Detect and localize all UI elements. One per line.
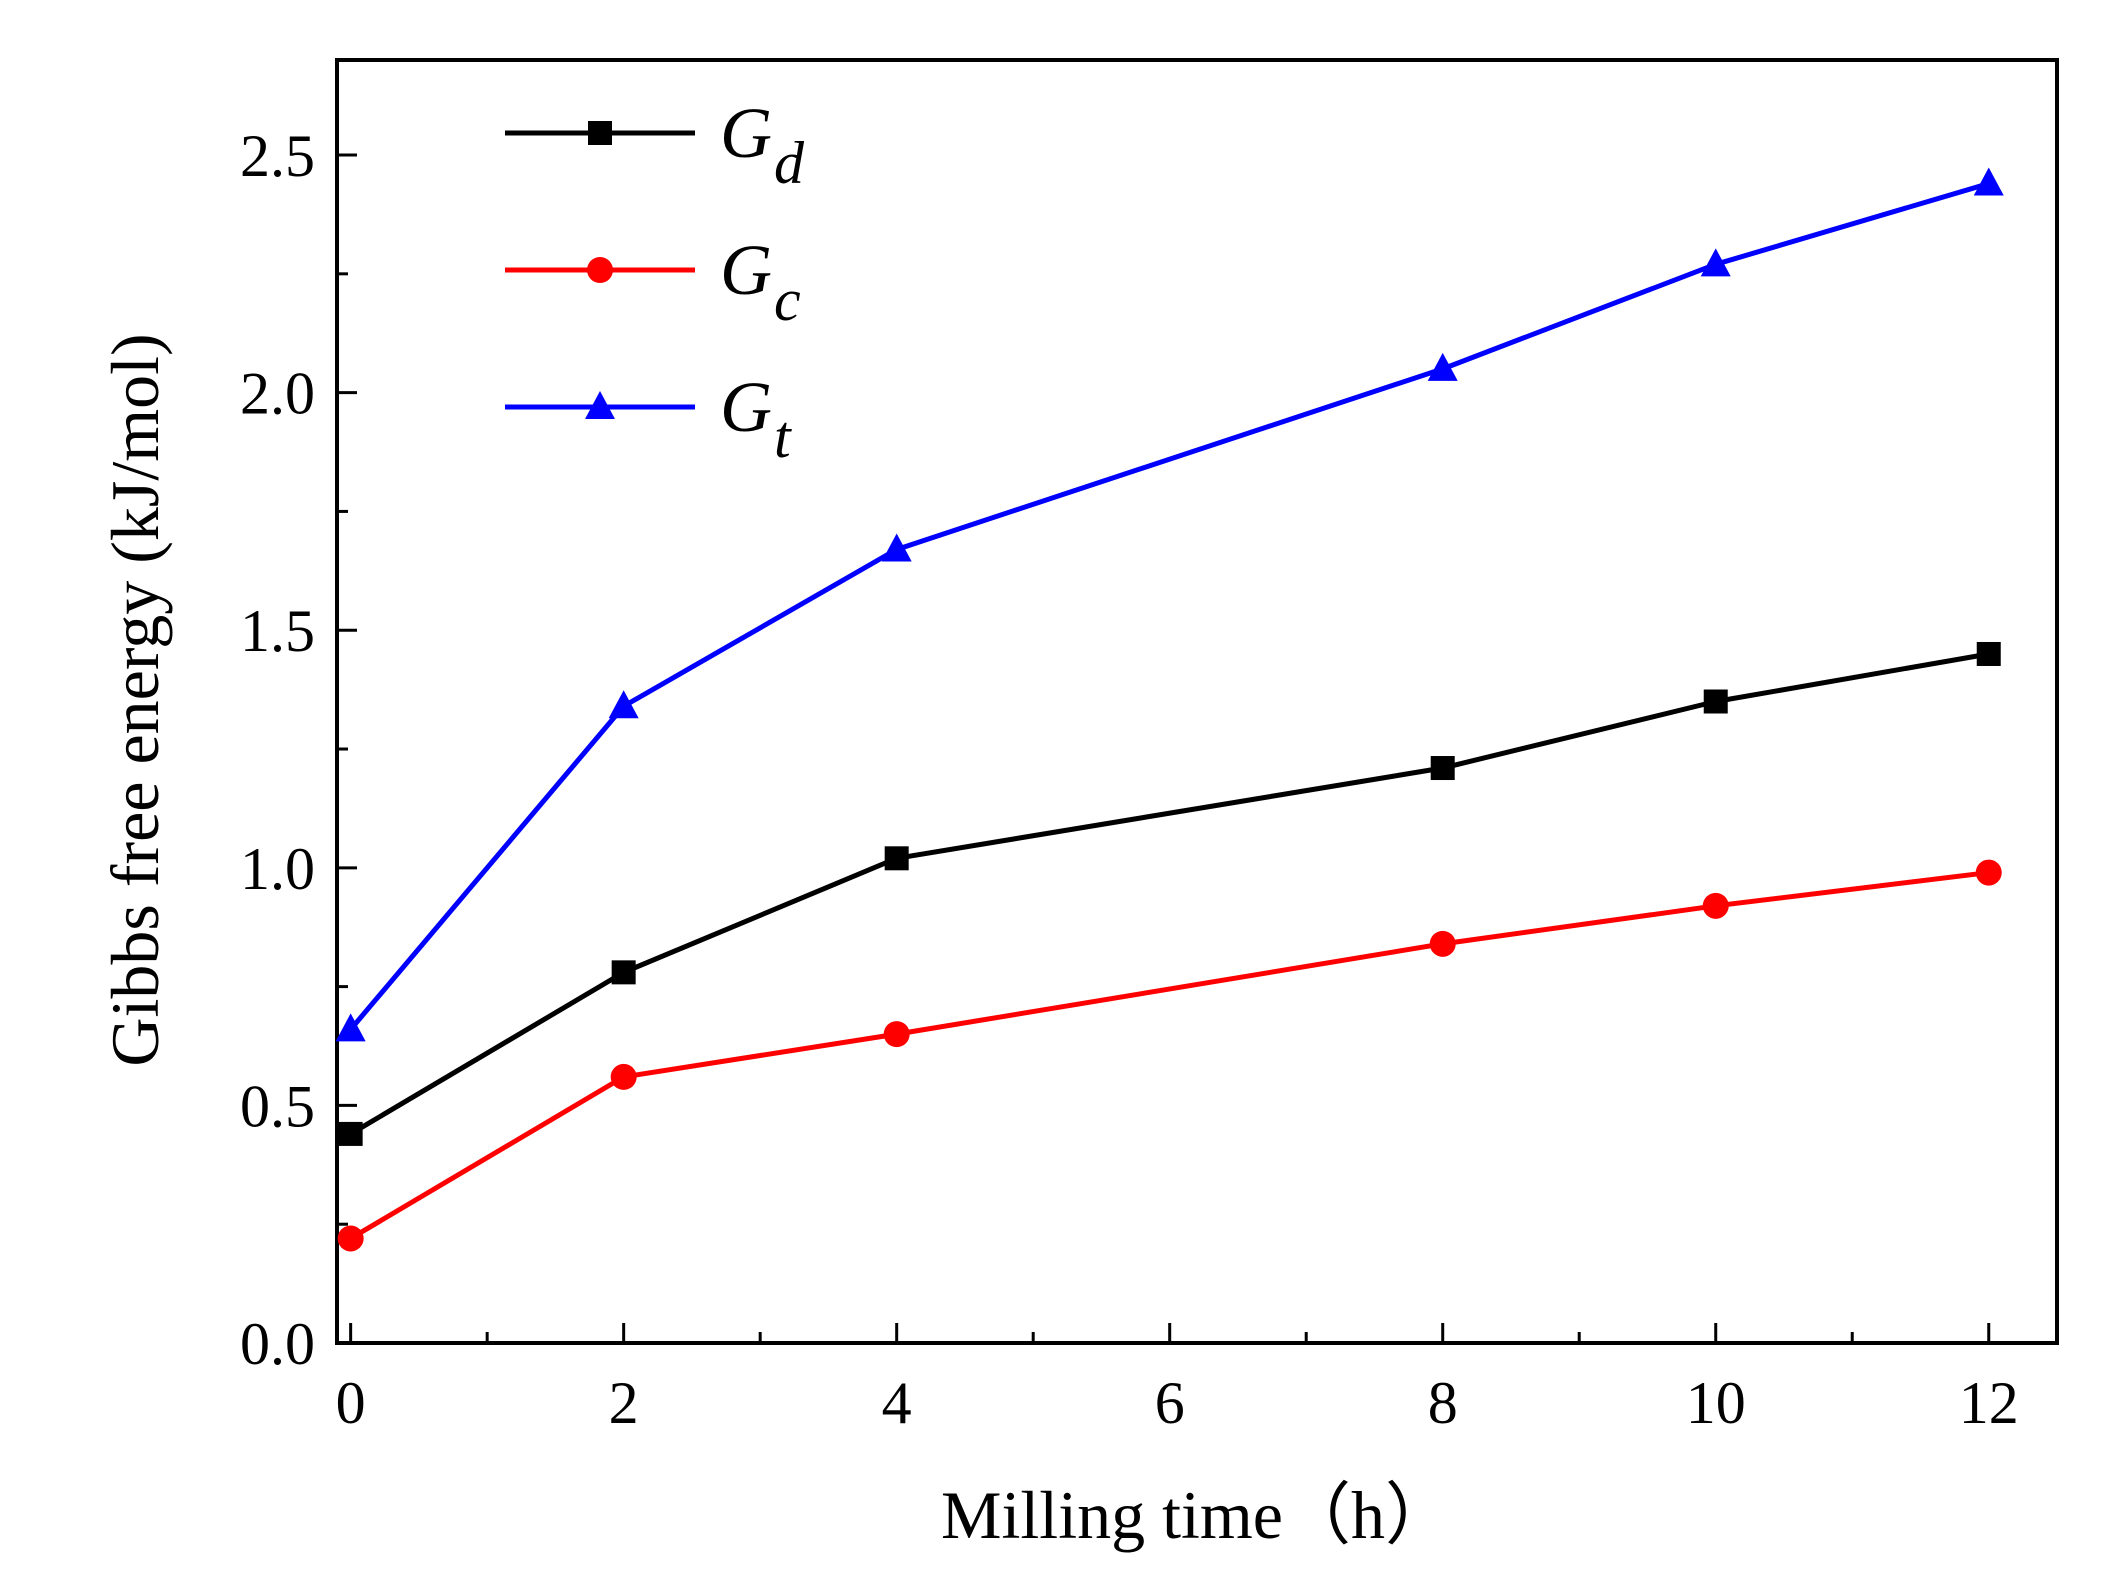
data-point-gt [881, 533, 912, 562]
legend-marker-gc [587, 257, 613, 283]
x-tick-label: 8 [1428, 1370, 1458, 1436]
data-point-gt [335, 1013, 366, 1042]
x-tick-label: 10 [1686, 1370, 1746, 1436]
y-tick-label: 2.0 [240, 361, 315, 427]
legend-subscript: t [774, 404, 792, 470]
x-tick-label: 6 [1155, 1370, 1185, 1436]
data-point-gc [883, 1021, 910, 1048]
x-axis-title: Milling time（h） [941, 1477, 1453, 1553]
y-tick-label: 1.5 [240, 598, 315, 664]
data-point-gd [1430, 756, 1455, 781]
y-tick-label: 1.0 [240, 836, 315, 902]
data-point-gt [1427, 352, 1458, 381]
plot-frame [335, 58, 2059, 1345]
data-point-gc [1429, 930, 1456, 957]
x-tick-label: 12 [1959, 1370, 2019, 1436]
series-line-gt [348, 181, 1990, 1031]
data-point-gd [611, 960, 636, 985]
x-tick-label: 0 [336, 1370, 366, 1436]
data-point-gd [884, 846, 909, 871]
y-tick-label: 2.5 [240, 123, 315, 189]
data-point-gc [1975, 859, 2002, 886]
legend-symbol: G [720, 367, 772, 447]
legend-label-gc: Gc [720, 230, 801, 333]
x-axis-ticks: 0 2 4 6 8 10 12 [336, 1323, 2019, 1436]
legend-marker-gd [588, 121, 612, 145]
series-line-gc [349, 870, 1990, 1241]
legend-label-gd: Gd [720, 93, 805, 196]
legend-label-gt: Gt [720, 367, 792, 470]
legend-symbol: G [720, 230, 772, 310]
x-tick-label: 2 [609, 1370, 639, 1436]
x-tick-label: 4 [882, 1370, 912, 1436]
data-point-gd [338, 1121, 363, 1146]
data-point-gt [608, 690, 639, 719]
data-point-gc [610, 1063, 637, 1090]
y-axis-title: Gibbs free energy (kJ/mol) [97, 333, 173, 1066]
data-point-gt [1700, 248, 1731, 277]
data-point-gt [1973, 167, 2004, 196]
data-point-gd [1976, 641, 2001, 666]
series-markers [335, 167, 2004, 1252]
y-axis-ticks: 0.0 0.5 1.0 1.5 2.0 2.5 [240, 123, 357, 1377]
series-line-gd [349, 651, 1990, 1137]
series-lines [348, 181, 1990, 1241]
y-tick-label: 0.5 [240, 1073, 315, 1139]
data-point-gc [1702, 892, 1729, 919]
legend-symbol: G [720, 93, 772, 173]
legend-subscript: d [774, 130, 805, 196]
data-point-gc [337, 1225, 364, 1252]
legend-subscript: c [774, 267, 801, 333]
legend-marker-gt [585, 391, 615, 419]
y-tick-label: 0.0 [240, 1311, 315, 1377]
data-point-gd [1703, 689, 1728, 714]
